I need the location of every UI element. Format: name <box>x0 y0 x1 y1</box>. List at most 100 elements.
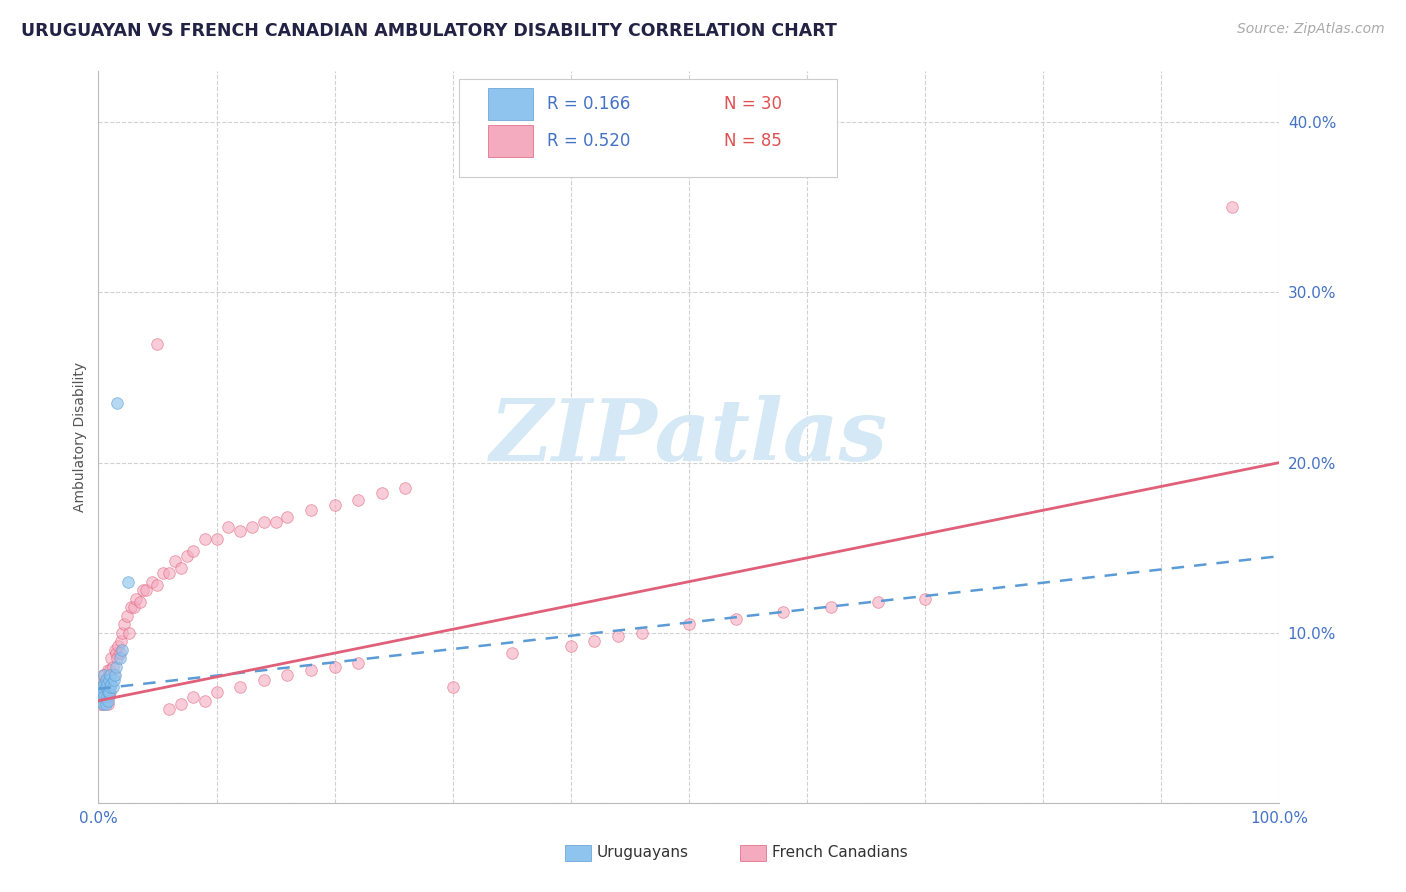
Point <box>105 659 128 673</box>
Point <box>105 651 128 665</box>
Point <box>111 625 134 640</box>
Point <box>299 503 322 517</box>
Text: N = 30: N = 30 <box>724 95 782 113</box>
Point <box>100 651 122 665</box>
Point <box>141 574 163 589</box>
Point <box>347 493 370 508</box>
Point <box>122 600 145 615</box>
Point <box>91 697 114 711</box>
Point <box>560 640 582 654</box>
Point <box>96 685 118 699</box>
Text: R = 0.166: R = 0.166 <box>547 95 630 113</box>
Point <box>115 608 138 623</box>
Point <box>170 561 193 575</box>
Point <box>118 625 141 640</box>
Point <box>125 591 148 606</box>
Point <box>96 694 118 708</box>
Text: N = 85: N = 85 <box>724 132 782 150</box>
Point <box>103 673 125 688</box>
Point <box>347 657 370 671</box>
Point <box>110 634 132 648</box>
Point <box>90 680 112 694</box>
Point <box>97 663 120 677</box>
Point <box>630 625 652 640</box>
Point <box>135 583 157 598</box>
Point <box>299 663 322 677</box>
Point <box>152 566 174 581</box>
Point <box>181 544 204 558</box>
Point <box>98 685 121 699</box>
Text: URUGUAYAN VS FRENCH CANADIAN AMBULATORY DISABILITY CORRELATION CHART: URUGUAYAN VS FRENCH CANADIAN AMBULATORY … <box>21 22 837 40</box>
FancyBboxPatch shape <box>488 88 533 120</box>
Point <box>91 697 114 711</box>
Point <box>97 697 120 711</box>
FancyBboxPatch shape <box>458 78 837 178</box>
Point <box>501 646 523 660</box>
Point <box>276 510 298 524</box>
Point <box>89 697 111 711</box>
Point <box>914 591 936 606</box>
Point <box>323 659 346 673</box>
Point <box>253 515 276 529</box>
Point <box>108 646 131 660</box>
Text: Source: ZipAtlas.com: Source: ZipAtlas.com <box>1237 22 1385 37</box>
Point <box>111 642 134 657</box>
Point <box>91 689 114 703</box>
Point <box>229 524 252 538</box>
Point <box>205 685 228 699</box>
Point <box>866 595 889 609</box>
Point <box>820 600 842 615</box>
Point <box>98 680 121 694</box>
Point <box>104 668 127 682</box>
Point <box>441 680 464 694</box>
FancyBboxPatch shape <box>488 125 533 157</box>
Point <box>91 689 114 703</box>
Point <box>98 689 121 703</box>
Point <box>157 566 180 581</box>
Point <box>128 595 150 609</box>
FancyBboxPatch shape <box>740 846 766 862</box>
Text: R = 0.520: R = 0.520 <box>547 132 630 150</box>
Point <box>121 600 143 615</box>
Point <box>678 617 700 632</box>
Point <box>1220 201 1243 215</box>
Point <box>101 680 124 694</box>
Point <box>607 629 630 643</box>
Point <box>98 668 121 682</box>
Point <box>725 612 748 626</box>
Point <box>112 617 135 632</box>
Point <box>90 694 112 708</box>
Point <box>194 532 217 546</box>
Point <box>103 668 125 682</box>
Point <box>91 668 114 682</box>
Y-axis label: Ambulatory Disability: Ambulatory Disability <box>73 362 87 512</box>
Point <box>98 663 121 677</box>
Point <box>157 702 180 716</box>
Point <box>91 685 114 699</box>
Point <box>93 677 115 691</box>
Point <box>181 690 204 705</box>
Point <box>93 689 115 703</box>
Point <box>583 634 606 648</box>
Point <box>90 690 112 705</box>
Point <box>94 673 117 688</box>
Point <box>90 685 112 699</box>
Point <box>176 549 198 563</box>
Point <box>98 668 121 682</box>
Point <box>107 640 129 654</box>
Point <box>205 532 228 546</box>
Point <box>323 498 346 512</box>
Point <box>96 689 118 703</box>
Point <box>371 486 394 500</box>
Point <box>98 673 121 688</box>
Point <box>98 685 121 699</box>
Point <box>264 515 287 529</box>
Point <box>253 673 276 688</box>
Point <box>165 554 187 568</box>
Point <box>91 680 114 694</box>
Point <box>146 578 169 592</box>
Point <box>194 694 217 708</box>
Point <box>105 396 128 410</box>
Point <box>132 583 155 598</box>
Point <box>117 574 139 589</box>
